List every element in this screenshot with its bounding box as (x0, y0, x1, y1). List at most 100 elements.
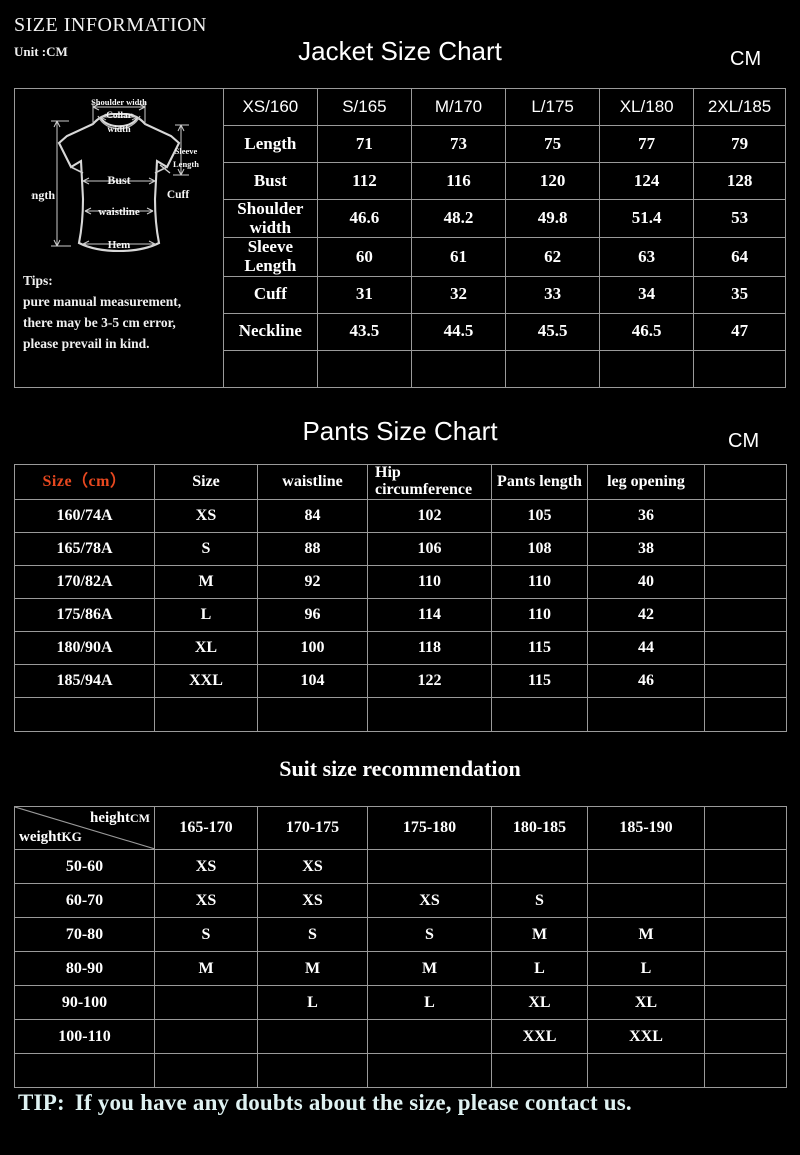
suit-cell: XS (154, 883, 258, 918)
jacket-row-label: Bust (222, 162, 318, 200)
pants-cell: 92 (257, 564, 368, 599)
pants-cell: M (154, 564, 258, 599)
jacket-cell (316, 349, 412, 388)
pants-cell: 110 (491, 597, 588, 632)
suit-cell (154, 1019, 258, 1054)
tips-title: Tips: (23, 273, 53, 288)
table-row: 60-70 XS XS XS S (14, 883, 787, 918)
suit-cell (257, 1053, 368, 1088)
jacket-cell: 62 (505, 237, 601, 277)
suit-cell: XS (154, 849, 258, 884)
suit-cell (154, 985, 258, 1020)
suit-cell (704, 1019, 787, 1054)
suit-cell (587, 883, 705, 918)
pants-size-table: Size（cm） Size waistline Hip circumferenc… (14, 464, 787, 732)
jacket-cell: 35 (693, 275, 786, 314)
pants-cell: 102 (367, 498, 492, 533)
pants-col-header-size-cm: Size（cm） (14, 464, 155, 500)
suit-cell (154, 1053, 258, 1088)
jacket-cell (410, 349, 507, 388)
suit-header-row: heightCM weightKG 165-170 170-175 175-18… (14, 806, 787, 850)
suit-cell: XS (257, 849, 368, 884)
tip-word: TIP: (18, 1090, 65, 1115)
pants-cell (491, 696, 588, 732)
pants-cell: 46 (587, 663, 705, 698)
pants-cell: 108 (491, 531, 588, 566)
suit-cell: M (491, 917, 588, 952)
table-row: 90-100 L L XL XL (14, 985, 787, 1020)
pants-cell: 100 (257, 630, 368, 665)
pants-chart-title: Pants Size Chart (302, 416, 498, 446)
suit-cell: L (587, 951, 705, 986)
pants-cell (14, 696, 155, 732)
pants-cm-label: CM (728, 430, 760, 452)
jacket-cell: 31 (316, 275, 412, 314)
pants-cell: 104 (257, 663, 368, 698)
jacket-size-table-wrapper: Shoulder width Collar width Sleeve Lengt… (14, 88, 786, 388)
pants-cell (704, 696, 787, 732)
pants-col-header: leg opening (587, 464, 705, 500)
jacket-row-label: Length (222, 125, 318, 163)
jacket-col-header: M/170 (410, 88, 507, 126)
garment-diagram-panel: Shoulder width Collar width Sleeve Lengt… (15, 91, 223, 387)
pants-cell: 170/82A (14, 564, 155, 599)
pants-col-header: Pants length (491, 464, 588, 500)
jacket-cell: 49.8 (505, 198, 601, 239)
jacket-header-row: Shoulder width Collar width Sleeve Lengt… (14, 88, 786, 388)
suit-cell: 70-80 (14, 917, 155, 952)
corner-height-text: height (89, 810, 130, 826)
pants-col-header (704, 464, 787, 500)
jacket-cell: 47 (693, 312, 786, 351)
suit-cell: M (257, 951, 368, 986)
pants-cell (704, 630, 787, 665)
suit-cell: L (367, 985, 492, 1020)
jacket-cell: 60 (316, 237, 412, 277)
tip-text: If you have any doubts about the size, p… (74, 1090, 632, 1115)
jacket-cell: 61 (410, 237, 507, 277)
suit-cell (704, 951, 787, 986)
suit-cell (704, 985, 787, 1020)
table-row-empty (15, 349, 786, 388)
corner-height-label: heightCM (90, 809, 150, 827)
pants-cell: 118 (367, 630, 492, 665)
pants-cell: 110 (367, 564, 492, 599)
table-row: 80-90 M M M L L (14, 951, 787, 986)
jacket-cell: 33 (505, 275, 601, 314)
tshirt-diagram-icon: Shoulder width Collar width Sleeve Lengt… (31, 97, 199, 253)
pants-cell: S (154, 531, 258, 566)
suit-cell: 90-100 (14, 985, 155, 1020)
figure-label-bust: Bust (107, 173, 130, 187)
table-row: 100-110 XXL XXL (14, 1019, 787, 1054)
pants-cell: 110 (491, 564, 588, 599)
jacket-cm-label: CM (730, 48, 762, 70)
suit-cell (704, 917, 787, 952)
pants-cell (367, 696, 492, 732)
pants-cell: 88 (257, 531, 368, 566)
jacket-cell: 44.5 (410, 312, 507, 351)
pants-header-row: Size（cm） Size waistline Hip circumferenc… (14, 464, 787, 500)
suit-cell: 50-60 (14, 849, 155, 884)
suit-col-header: 165-170 (154, 806, 258, 850)
suit-cell (14, 1053, 155, 1088)
table-row: 170/82A M 92 110 110 40 (14, 564, 787, 599)
tips-line-3: please prevail in kind. (23, 335, 150, 351)
jacket-cell: 32 (410, 275, 507, 314)
suit-cell: M (367, 951, 492, 986)
suit-cell: XXL (491, 1019, 588, 1054)
jacket-col-header: L/175 (505, 88, 601, 126)
table-row: 175/86A L 96 114 110 42 (14, 597, 787, 632)
suit-recommendation-title: Suit size recommendation (279, 756, 521, 781)
pants-col-header-hip: Hip circumference (367, 464, 492, 500)
tip-line: TIP: If you have any doubts about the siz… (18, 1090, 632, 1116)
table-row: Shoulder width 46.6 48.2 49.8 51.4 53 (15, 198, 786, 239)
suit-cell: M (154, 951, 258, 986)
corner-weight-label: weightKG (19, 828, 82, 846)
jacket-cell: 53 (693, 198, 786, 239)
table-row: 165/78A S 88 106 108 38 (14, 531, 787, 566)
pants-cell: 36 (587, 498, 705, 533)
jacket-row-label (222, 349, 318, 388)
suit-corner-cell: heightCM weightKG (14, 806, 155, 850)
table-row: Cuff 31 32 33 34 35 (15, 275, 786, 314)
pants-cell: 38 (587, 531, 705, 566)
suit-cell: S (154, 917, 258, 952)
